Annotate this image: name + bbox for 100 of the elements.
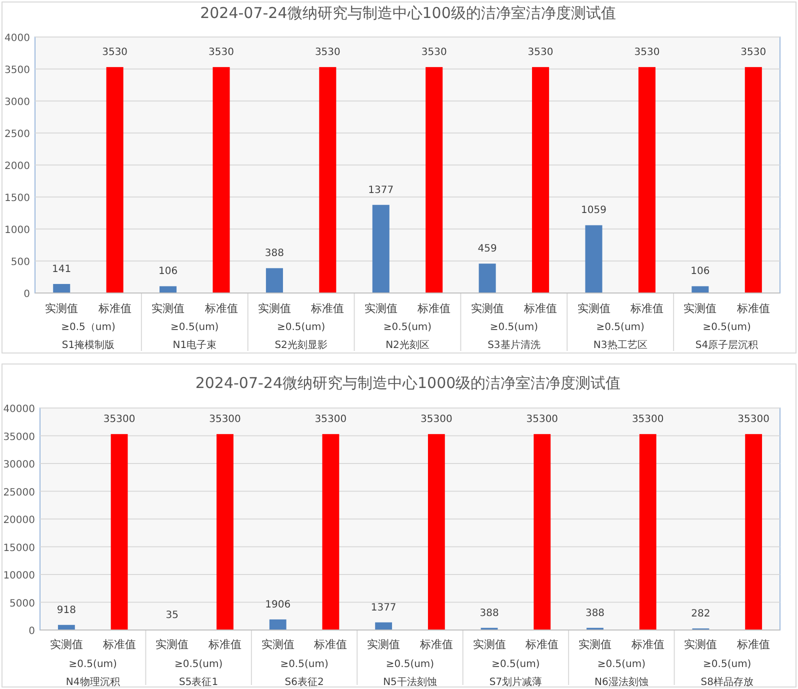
text: ≥0.5(um) <box>280 659 328 670</box>
text: 标准值 <box>420 638 453 651</box>
data-label: 3530 <box>314 47 340 58</box>
bar <box>266 268 283 293</box>
bar <box>532 67 550 293</box>
bar <box>478 264 496 293</box>
data-label: 35300 <box>738 414 770 426</box>
text: 实测值 <box>577 302 610 315</box>
series-label: 标准值 <box>524 638 559 651</box>
data-label: 1377 <box>368 184 394 196</box>
text: 标准值 <box>631 638 664 651</box>
y-tick-label: 1000 <box>4 225 30 236</box>
text: 实测值 <box>470 302 504 315</box>
text: ≥0.5(um) <box>703 659 752 670</box>
y-tick-label: 2500 <box>4 129 30 140</box>
text: 标准值 <box>102 638 136 651</box>
text: 标准值 <box>314 638 348 651</box>
data-label: 3530 <box>102 47 128 58</box>
y-tick-label: 3500 <box>4 65 30 76</box>
bar <box>534 434 551 630</box>
text: 标准值 <box>737 638 770 651</box>
bar <box>160 286 177 293</box>
text: ≥0.5(um) <box>596 322 645 333</box>
y-tick-label: 40000 <box>3 404 35 415</box>
data-label: 3530 <box>421 47 447 58</box>
text: ≥0.5（um) <box>61 322 116 333</box>
bar <box>212 67 230 293</box>
x-tick-label: N5干法刻蚀 <box>383 676 437 688</box>
data-label: 388 <box>480 608 499 619</box>
series-label: 标准值 <box>97 302 132 315</box>
x-tick-label: N4物理沉积 <box>66 676 120 688</box>
text: ≥0.5(um) <box>597 659 646 670</box>
text: 实测值 <box>50 638 83 651</box>
y-tick-label: 0 <box>24 289 30 300</box>
y-tick-label: 30000 <box>3 460 35 470</box>
text: 标准值 <box>208 638 242 651</box>
text: ≥0.5(um) <box>702 322 751 333</box>
bar <box>375 622 392 630</box>
text: 实测值 <box>472 638 506 651</box>
data-label: 1059 <box>581 205 606 216</box>
bar <box>372 204 390 293</box>
chart-title: 2024-07-24微纳研究与制造中心1000级的洁净室洁净度测试值 <box>195 374 621 392</box>
bar <box>638 67 656 293</box>
data-label: 35300 <box>103 414 136 426</box>
x-tick-label: S6表征2 <box>284 676 324 688</box>
data-label: 1906 <box>265 599 291 610</box>
bar <box>744 67 762 293</box>
bar <box>53 284 70 293</box>
data-label: 388 <box>585 608 605 619</box>
data-label: 3530 <box>740 47 766 58</box>
y-tick-label: 1500 <box>4 193 30 204</box>
y-tick-label: 35000 <box>3 432 35 443</box>
text: ≥0.5(um) <box>383 322 432 333</box>
text: 实测值 <box>156 638 189 651</box>
bar <box>639 434 656 630</box>
data-label: 388 <box>264 248 284 260</box>
data-label: 3530 <box>528 47 554 58</box>
data-label: 918 <box>56 604 76 616</box>
chart-title: 2024-07-24微纳研究与制造中心100级的洁净室洁净度测试值 <box>200 4 616 22</box>
bar <box>216 434 234 630</box>
text: 实测值 <box>367 638 400 651</box>
text: ≥0.5(um) <box>492 659 540 670</box>
data-label: 459 <box>478 244 497 255</box>
bar <box>428 434 445 630</box>
data-label: 141 <box>52 264 72 275</box>
bar <box>106 67 124 293</box>
text: 标准值 <box>524 302 558 315</box>
text: 标准值 <box>311 302 344 315</box>
x-tick-label: S3基片清洗 <box>488 339 540 351</box>
text: 实测值 <box>258 302 291 315</box>
text: ≥0.5(um) <box>174 659 223 670</box>
data-label: 106 <box>158 266 178 278</box>
text: 标准值 <box>630 302 664 315</box>
y-tick-label: 0 <box>28 626 35 637</box>
bar <box>322 434 340 630</box>
data-label: 35 <box>166 610 179 621</box>
data-label: 35300 <box>314 414 347 426</box>
series-label: 实测值 <box>684 638 718 651</box>
bar <box>426 67 443 293</box>
x-tick-label: S2光刻显影 <box>274 339 328 351</box>
x-tick-label: N1电子束 <box>172 339 217 351</box>
data-label: 3530 <box>208 47 234 58</box>
text: ≥0.5(um) <box>490 322 538 333</box>
bar <box>745 434 762 630</box>
data-label: 106 <box>690 266 710 278</box>
y-tick-label: 2000 <box>4 161 30 172</box>
text: 标准值 <box>736 302 770 315</box>
data-label: 35300 <box>526 414 558 426</box>
text: ≥0.5(um) <box>386 659 434 670</box>
x-tick-label: S1掩模制版 <box>62 339 115 351</box>
x-tick-label: S5表征1 <box>179 676 218 688</box>
y-tick-label: 20000 <box>3 515 35 526</box>
bar <box>110 434 128 630</box>
y-tick-label: 5000 <box>10 598 35 610</box>
data-label: 282 <box>691 608 710 620</box>
text: 标准值 <box>418 302 451 315</box>
bar <box>269 619 286 630</box>
x-tick-label: N3热工艺区 <box>593 339 648 351</box>
text: 实测值 <box>578 638 612 651</box>
y-tick-label: 4000 <box>4 33 30 44</box>
